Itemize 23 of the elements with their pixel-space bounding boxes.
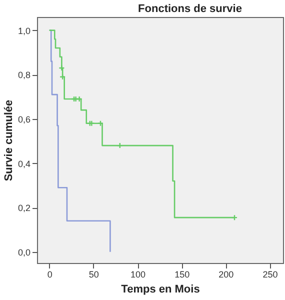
- y-tick-label: 0,8: [18, 70, 30, 80]
- x-axis-title: Temps en Mois: [121, 284, 200, 296]
- y-tick-label: 1,0: [18, 26, 30, 36]
- x-tick-label: 150: [174, 270, 190, 280]
- x-tick-label: 200: [218, 270, 234, 280]
- y-tick-label: 0,4: [18, 158, 30, 169]
- point: [86, 120, 94, 126]
- chart-title: Fonctions de survie: [138, 3, 242, 15]
- point: [72, 96, 79, 102]
- point: [88, 120, 95, 126]
- y-tick-label: 0,0: [18, 247, 30, 258]
- point: [59, 74, 66, 80]
- x-tick-label: 100: [130, 270, 146, 280]
- y-tick-label: 0,2: [18, 203, 30, 214]
- point: [76, 96, 82, 102]
- y-axis-title: Survie cumulée: [2, 100, 15, 182]
- x-tick-label: 50: [88, 270, 99, 280]
- point: [58, 64, 65, 72]
- point: [97, 120, 104, 126]
- y-tick-label: 0,6: [18, 114, 30, 124]
- x-tick-label: 250: [262, 270, 278, 280]
- point: [116, 142, 123, 149]
- x-tick-label: 0: [47, 270, 52, 280]
